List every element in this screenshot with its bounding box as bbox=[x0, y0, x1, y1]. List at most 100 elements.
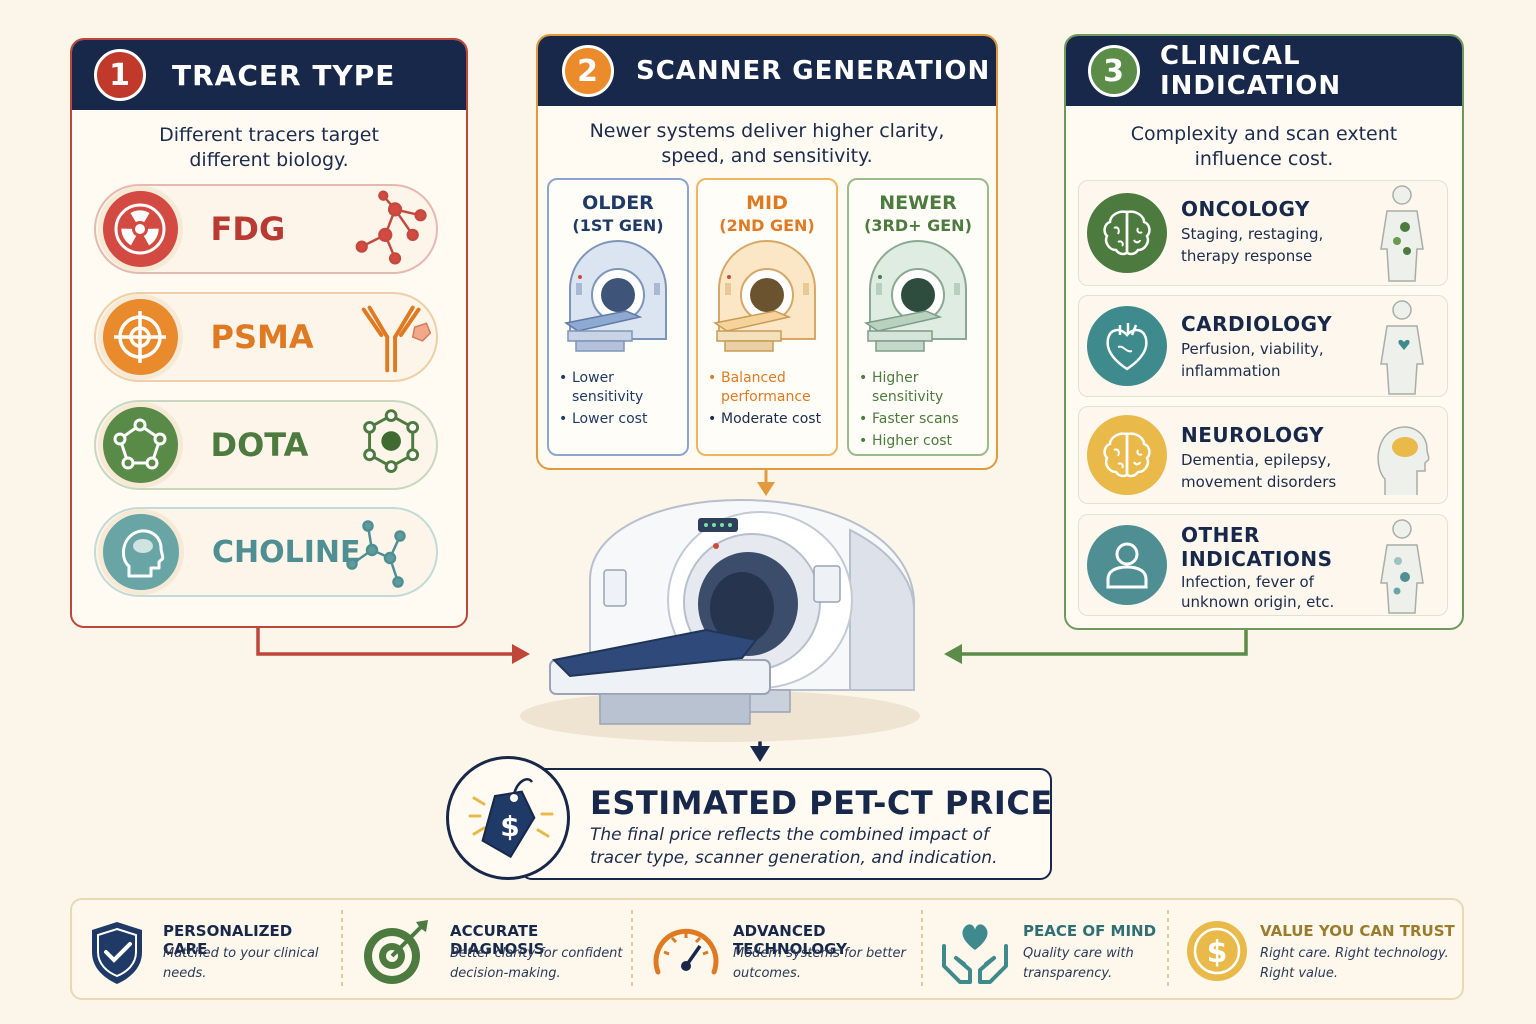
tracer-item-psma: PSMA bbox=[94, 292, 438, 382]
generation-bullets: Lower sensitivity Lower cost bbox=[549, 369, 687, 429]
tracer-type-panel: 1 TRACER TYPE Different tracers target d… bbox=[70, 38, 468, 628]
indication-desc: Staging, restaging, therapy response bbox=[1181, 225, 1324, 265]
generation-name: OLDER bbox=[582, 192, 654, 214]
tracer-label: CHOLINE bbox=[212, 534, 361, 570]
scanner-small-icon bbox=[713, 240, 816, 352]
hands-heart-icon bbox=[942, 924, 1008, 984]
svg-text:$: $ bbox=[500, 810, 519, 843]
molecule-icon bbox=[355, 190, 427, 265]
target-icon bbox=[98, 294, 183, 380]
benefit-title: VALUE YOU CAN TRUST bbox=[1260, 922, 1455, 940]
estimated-price-box bbox=[520, 768, 1052, 880]
indication-oncology: ONCOLOGY Staging, restaging, therapy res… bbox=[1078, 180, 1448, 286]
benefit-desc: Modern systems for better outcomes. bbox=[733, 946, 906, 981]
benefit-desc: Quality care with transparency. bbox=[1023, 946, 1134, 981]
antibody-icon bbox=[361, 305, 431, 373]
scanner-panel-header: 2 SCANNER GENERATION bbox=[538, 36, 996, 106]
tracer-label: FDG bbox=[210, 210, 286, 248]
indication-title: ONCOLOGY bbox=[1181, 197, 1310, 221]
tracer-item-dota: DOTA bbox=[94, 400, 438, 490]
scanner-small-icon bbox=[864, 240, 967, 352]
benefit-title: ADVANCED TECHNOLOGY bbox=[733, 922, 847, 958]
generation-sub: (1ST GEN) bbox=[572, 216, 664, 235]
molecule-icon bbox=[346, 520, 406, 588]
bullet: Lower cost bbox=[559, 410, 687, 429]
generation-sub: (2ND GEN) bbox=[719, 216, 815, 235]
svg-text:$: $ bbox=[1207, 935, 1228, 970]
generation-bullets: Balanced performance Moderate cost bbox=[698, 369, 836, 429]
indication-neurology: NEUROLOGY Dementia, epilepsy, movement d… bbox=[1078, 406, 1448, 504]
body-figure-icon bbox=[1380, 185, 1424, 282]
scanner-panel-title: SCANNER GENERATION bbox=[636, 56, 991, 86]
tracer-label: DOTA bbox=[210, 426, 309, 464]
tracer-item-choline: CHOLINE bbox=[94, 507, 438, 597]
price-tag-badge: $ bbox=[446, 756, 570, 880]
body-figure-icon bbox=[1380, 519, 1424, 614]
generation-card-older: OLDER (1ST GEN) Lower sensitivity Lower … bbox=[547, 178, 689, 456]
tracer-subtitle: Different tracers target different biolo… bbox=[159, 124, 379, 171]
head-icon bbox=[98, 509, 184, 595]
bullet: Lower sensitivity bbox=[559, 369, 687, 407]
body-figure-icon bbox=[1380, 300, 1424, 395]
benefit-value-you-can-trust: $ VALUE YOU CAN TRUST Right care. Right … bbox=[1184, 906, 1458, 996]
scanner-generation-panel: 2 SCANNER GENERATION Newer systems deliv… bbox=[536, 34, 998, 470]
price-description: The final price reflects the combined im… bbox=[590, 825, 998, 868]
head-profile-icon bbox=[1377, 426, 1430, 495]
bullet: Moderate cost bbox=[708, 410, 836, 429]
coin-dollar-icon: $ bbox=[1187, 921, 1247, 981]
benefit-desc: Right care. Right technology. Right valu… bbox=[1260, 946, 1449, 981]
bullet: Higher sensitivity bbox=[859, 369, 987, 407]
generation-name: NEWER bbox=[879, 192, 957, 214]
generation-card-mid: MID (2ND GEN) Balanced performance Moder… bbox=[696, 178, 838, 456]
benefit-title: PERSONALIZED CARE bbox=[163, 922, 293, 958]
scanner-subtitle: Newer systems deliver higher clarity, sp… bbox=[589, 120, 945, 167]
indication-title: CARDIOLOGY bbox=[1181, 312, 1333, 336]
benefit-title: PEACE OF MIND bbox=[1023, 922, 1157, 940]
benefit-title: ACCURATE DIAGNOSIS bbox=[450, 922, 545, 958]
price-tag-icon: $ bbox=[468, 778, 554, 859]
benefit-personalized-care: PERSONALIZED CARE Matched to your clinic… bbox=[86, 906, 336, 996]
clinical-panel-title: CLINICAL INDICATION bbox=[1160, 41, 1342, 101]
shield-check-icon bbox=[92, 922, 142, 984]
benefit-peace-of-mind: PEACE OF MIND Quality care with transpar… bbox=[940, 906, 1164, 996]
bullet: Faster scans bbox=[859, 410, 987, 429]
indication-cardiology: CARDIOLOGY Perfusion, viability, inflamm… bbox=[1078, 295, 1448, 397]
heart-icon bbox=[1087, 306, 1167, 386]
scanner-small-icon bbox=[564, 240, 667, 352]
target-arrow-icon bbox=[364, 920, 428, 984]
generation-card-newer: NEWER (3RD+ GEN) Higher sensitivity Fast… bbox=[847, 178, 989, 456]
step-number-badge: 1 bbox=[94, 49, 146, 101]
generation-bullets: Higher sensitivity Faster scans Higher c… bbox=[849, 369, 987, 451]
indication-desc: Infection, fever of unknown origin, etc. bbox=[1181, 573, 1335, 611]
generation-name: MID bbox=[746, 192, 788, 214]
hexagon-molecule-icon bbox=[362, 409, 419, 473]
brain-icon bbox=[1087, 415, 1167, 495]
price-title: ESTIMATED PET-CT PRICE bbox=[590, 784, 1053, 822]
pentagon-icon bbox=[98, 402, 183, 488]
indication-title: NEUROLOGY bbox=[1181, 423, 1325, 447]
bullet: Balanced performance bbox=[708, 369, 836, 407]
step-number-badge: 3 bbox=[1088, 45, 1140, 97]
indication-title: OTHER INDICATIONS bbox=[1181, 523, 1333, 571]
tracer-item-fdg: FDG bbox=[94, 184, 438, 274]
clinical-subtitle: Complexity and scan extent influence cos… bbox=[1130, 123, 1398, 170]
indication-other: OTHER INDICATIONS Infection, fever of un… bbox=[1078, 514, 1448, 616]
step-number-badge: 2 bbox=[562, 45, 614, 97]
brain-icon bbox=[1087, 193, 1167, 273]
clinical-panel-header: 3 CLINICAL INDICATION bbox=[1066, 36, 1462, 106]
pet-ct-scanner-illustration bbox=[520, 498, 920, 742]
person-icon bbox=[1087, 525, 1167, 605]
indication-desc: Dementia, epilepsy, movement disorders bbox=[1181, 451, 1337, 491]
gauge-icon bbox=[653, 928, 719, 975]
generation-sub: (3RD+ GEN) bbox=[864, 216, 972, 235]
tracer-panel-title: TRACER TYPE bbox=[172, 58, 396, 92]
tracer-label: PSMA bbox=[210, 318, 314, 356]
indication-desc: Perfusion, viability, inflammation bbox=[1181, 340, 1324, 380]
radiation-icon bbox=[98, 186, 183, 272]
bullet: Higher cost bbox=[859, 432, 987, 451]
benefit-advanced-technology: ADVANCED TECHNOLOGY Modern systems for b… bbox=[650, 906, 918, 996]
benefit-desc: Matched to your clinical needs. bbox=[163, 946, 319, 981]
tracer-panel-header: 1 TRACER TYPE bbox=[72, 40, 466, 110]
